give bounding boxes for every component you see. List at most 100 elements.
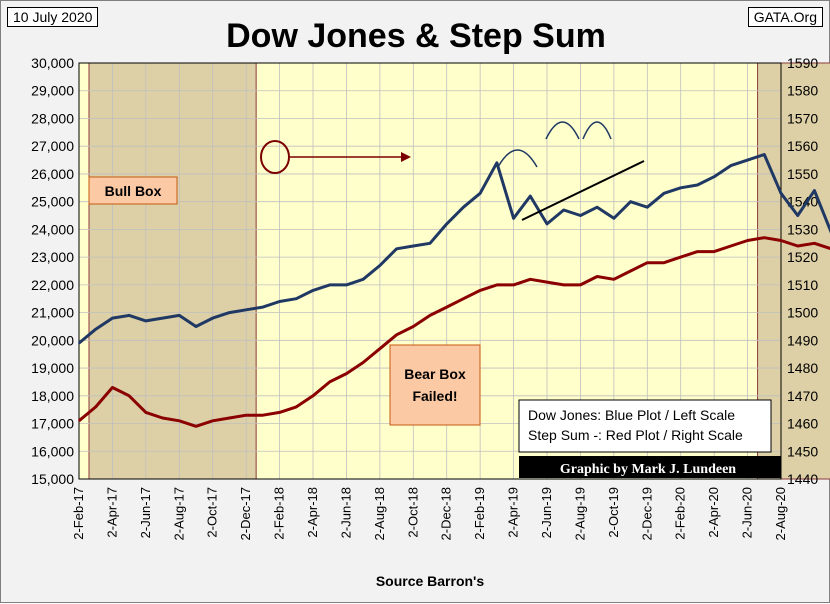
x-tick-label: 2-Feb-20 (673, 487, 688, 540)
left-axis-tick-label: 16,000 (31, 443, 74, 459)
bull-box-region (88, 62, 257, 480)
x-tick-label: 2-Jun-17 (138, 487, 153, 538)
x-tick-label: 2-Aug-19 (572, 487, 587, 540)
x-tick-label: 2-Apr-19 (506, 487, 521, 538)
right-axis-tick-label: 1450 (787, 443, 818, 459)
dow-jones-point (412, 245, 415, 247)
bull-box-label: Bull Box (88, 176, 178, 205)
left-axis-tick-label: 22,000 (31, 277, 74, 293)
bear-box-label-bg (389, 344, 481, 426)
dow-jones-point (496, 162, 498, 164)
dow-jones-point (646, 206, 649, 209)
step-sum-point (278, 411, 281, 414)
dow-jones-point (78, 342, 80, 344)
step-sum-point (245, 414, 247, 417)
step-sum-point (596, 275, 598, 278)
right-axis-tick-label: 1490 (787, 332, 818, 348)
dow-jones-point (479, 192, 481, 195)
x-axis-label: Source Barron's (376, 573, 485, 589)
dow-jones-point (730, 164, 732, 167)
x-tick-label: 2-Apr-17 (104, 487, 119, 538)
pattern-arc-annotation (545, 121, 580, 140)
right-axis-tick-label: 1590 (787, 55, 818, 71)
step-sum-point (813, 242, 816, 245)
dow-jones-point (746, 159, 749, 161)
dow-jones-point (579, 214, 582, 217)
right-axis-tick-label: 1560 (787, 138, 818, 154)
dow-jones-point (613, 217, 615, 220)
left-axis-tick-label: 21,000 (31, 305, 74, 321)
dow-jones-point (228, 311, 231, 314)
dow-jones-point (679, 187, 682, 189)
left-axis-tick-label: 29,000 (31, 83, 74, 99)
step-sum-point (211, 419, 214, 422)
pattern-arc-annotation (497, 149, 538, 168)
dow-jones-point (663, 192, 665, 195)
step-sum-point (412, 325, 415, 328)
dow-jones-point (345, 284, 348, 286)
dow-jones-point (128, 314, 130, 317)
left-axis-tick-label: 19,000 (31, 360, 74, 376)
plot-border (78, 62, 782, 480)
legend-bg (518, 399, 772, 453)
right-axis-tick-label: 1510 (787, 277, 818, 293)
dow-jones-point (178, 314, 181, 317)
step-sum-point (295, 406, 298, 408)
right-axis-tick-label: 1580 (787, 83, 818, 99)
right-axis-tick-label: 1530 (787, 221, 818, 237)
step-sum-point (579, 284, 582, 286)
step-sum-point (479, 289, 481, 292)
right-axis-tick-label: 1480 (787, 360, 818, 376)
dow-jones-line (78, 153, 830, 345)
trend-line-annotation (521, 160, 645, 221)
dow-jones-point (462, 206, 465, 209)
left-axis-tick-label: 26,000 (31, 166, 74, 182)
step-sum-point (646, 261, 649, 264)
x-tick-label: 2-Oct-19 (606, 487, 621, 538)
credit-bar-bg (519, 456, 781, 478)
dow-jones-point (763, 153, 766, 156)
x-tick-label: 2-Jun-19 (539, 487, 554, 538)
step-sum-point (429, 314, 431, 317)
x-tick-label: 2-Aug-18 (372, 487, 387, 540)
credit-text: Graphic by Mark J. Lundeen (560, 462, 736, 477)
step-sum-point (128, 395, 130, 397)
dow-jones-point (395, 248, 398, 250)
step-sum-point (562, 284, 565, 286)
dow-jones-point (796, 214, 799, 217)
pattern-arc-annotation (582, 121, 612, 140)
legend: Dow Jones: Blue Plot / Left Scale Step Su… (518, 399, 772, 453)
x-tick-label: 2-Jun-20 (740, 487, 755, 538)
left-axis-tick-label: 17,000 (31, 416, 74, 432)
x-tick-label: 2-Dec-17 (238, 487, 253, 540)
dow-jones-point (813, 189, 816, 192)
dow-jones-point (713, 175, 715, 178)
dow-jones-point (262, 306, 264, 308)
step-sum-point (780, 239, 782, 242)
credit-bar: Graphic by Mark J. Lundeen (519, 456, 781, 478)
step-sum-point (345, 372, 348, 375)
dow-jones-point (312, 289, 314, 292)
x-tick-label: 2-Oct-18 (405, 487, 420, 538)
step-sum-point (796, 245, 799, 247)
step-sum-point (462, 297, 465, 300)
right-axis-tick-label: 1460 (787, 416, 818, 432)
dow-jones-point (529, 195, 532, 197)
bull-box-label-bg (88, 176, 178, 205)
right-axis-tick-label: 1520 (787, 249, 818, 265)
step-sum-point (679, 256, 682, 258)
dow-jones-point (379, 264, 381, 267)
left-axis-tick-label: 25,000 (31, 194, 74, 210)
right-axis-tick-label: 1500 (787, 305, 818, 321)
dow-jones-point (562, 209, 565, 211)
step-sum-point (763, 236, 766, 239)
left-axis-tick-label: 18,000 (31, 388, 74, 404)
step-sum-point (195, 425, 197, 428)
dow-jones-point (596, 206, 598, 209)
bull-box-label-text: Bull Box (105, 183, 162, 199)
step-sum-point (713, 250, 715, 253)
dow-jones-point (362, 278, 364, 281)
dow-jones-point (195, 325, 197, 328)
left-axis-tick-label: 20,000 (31, 332, 74, 348)
